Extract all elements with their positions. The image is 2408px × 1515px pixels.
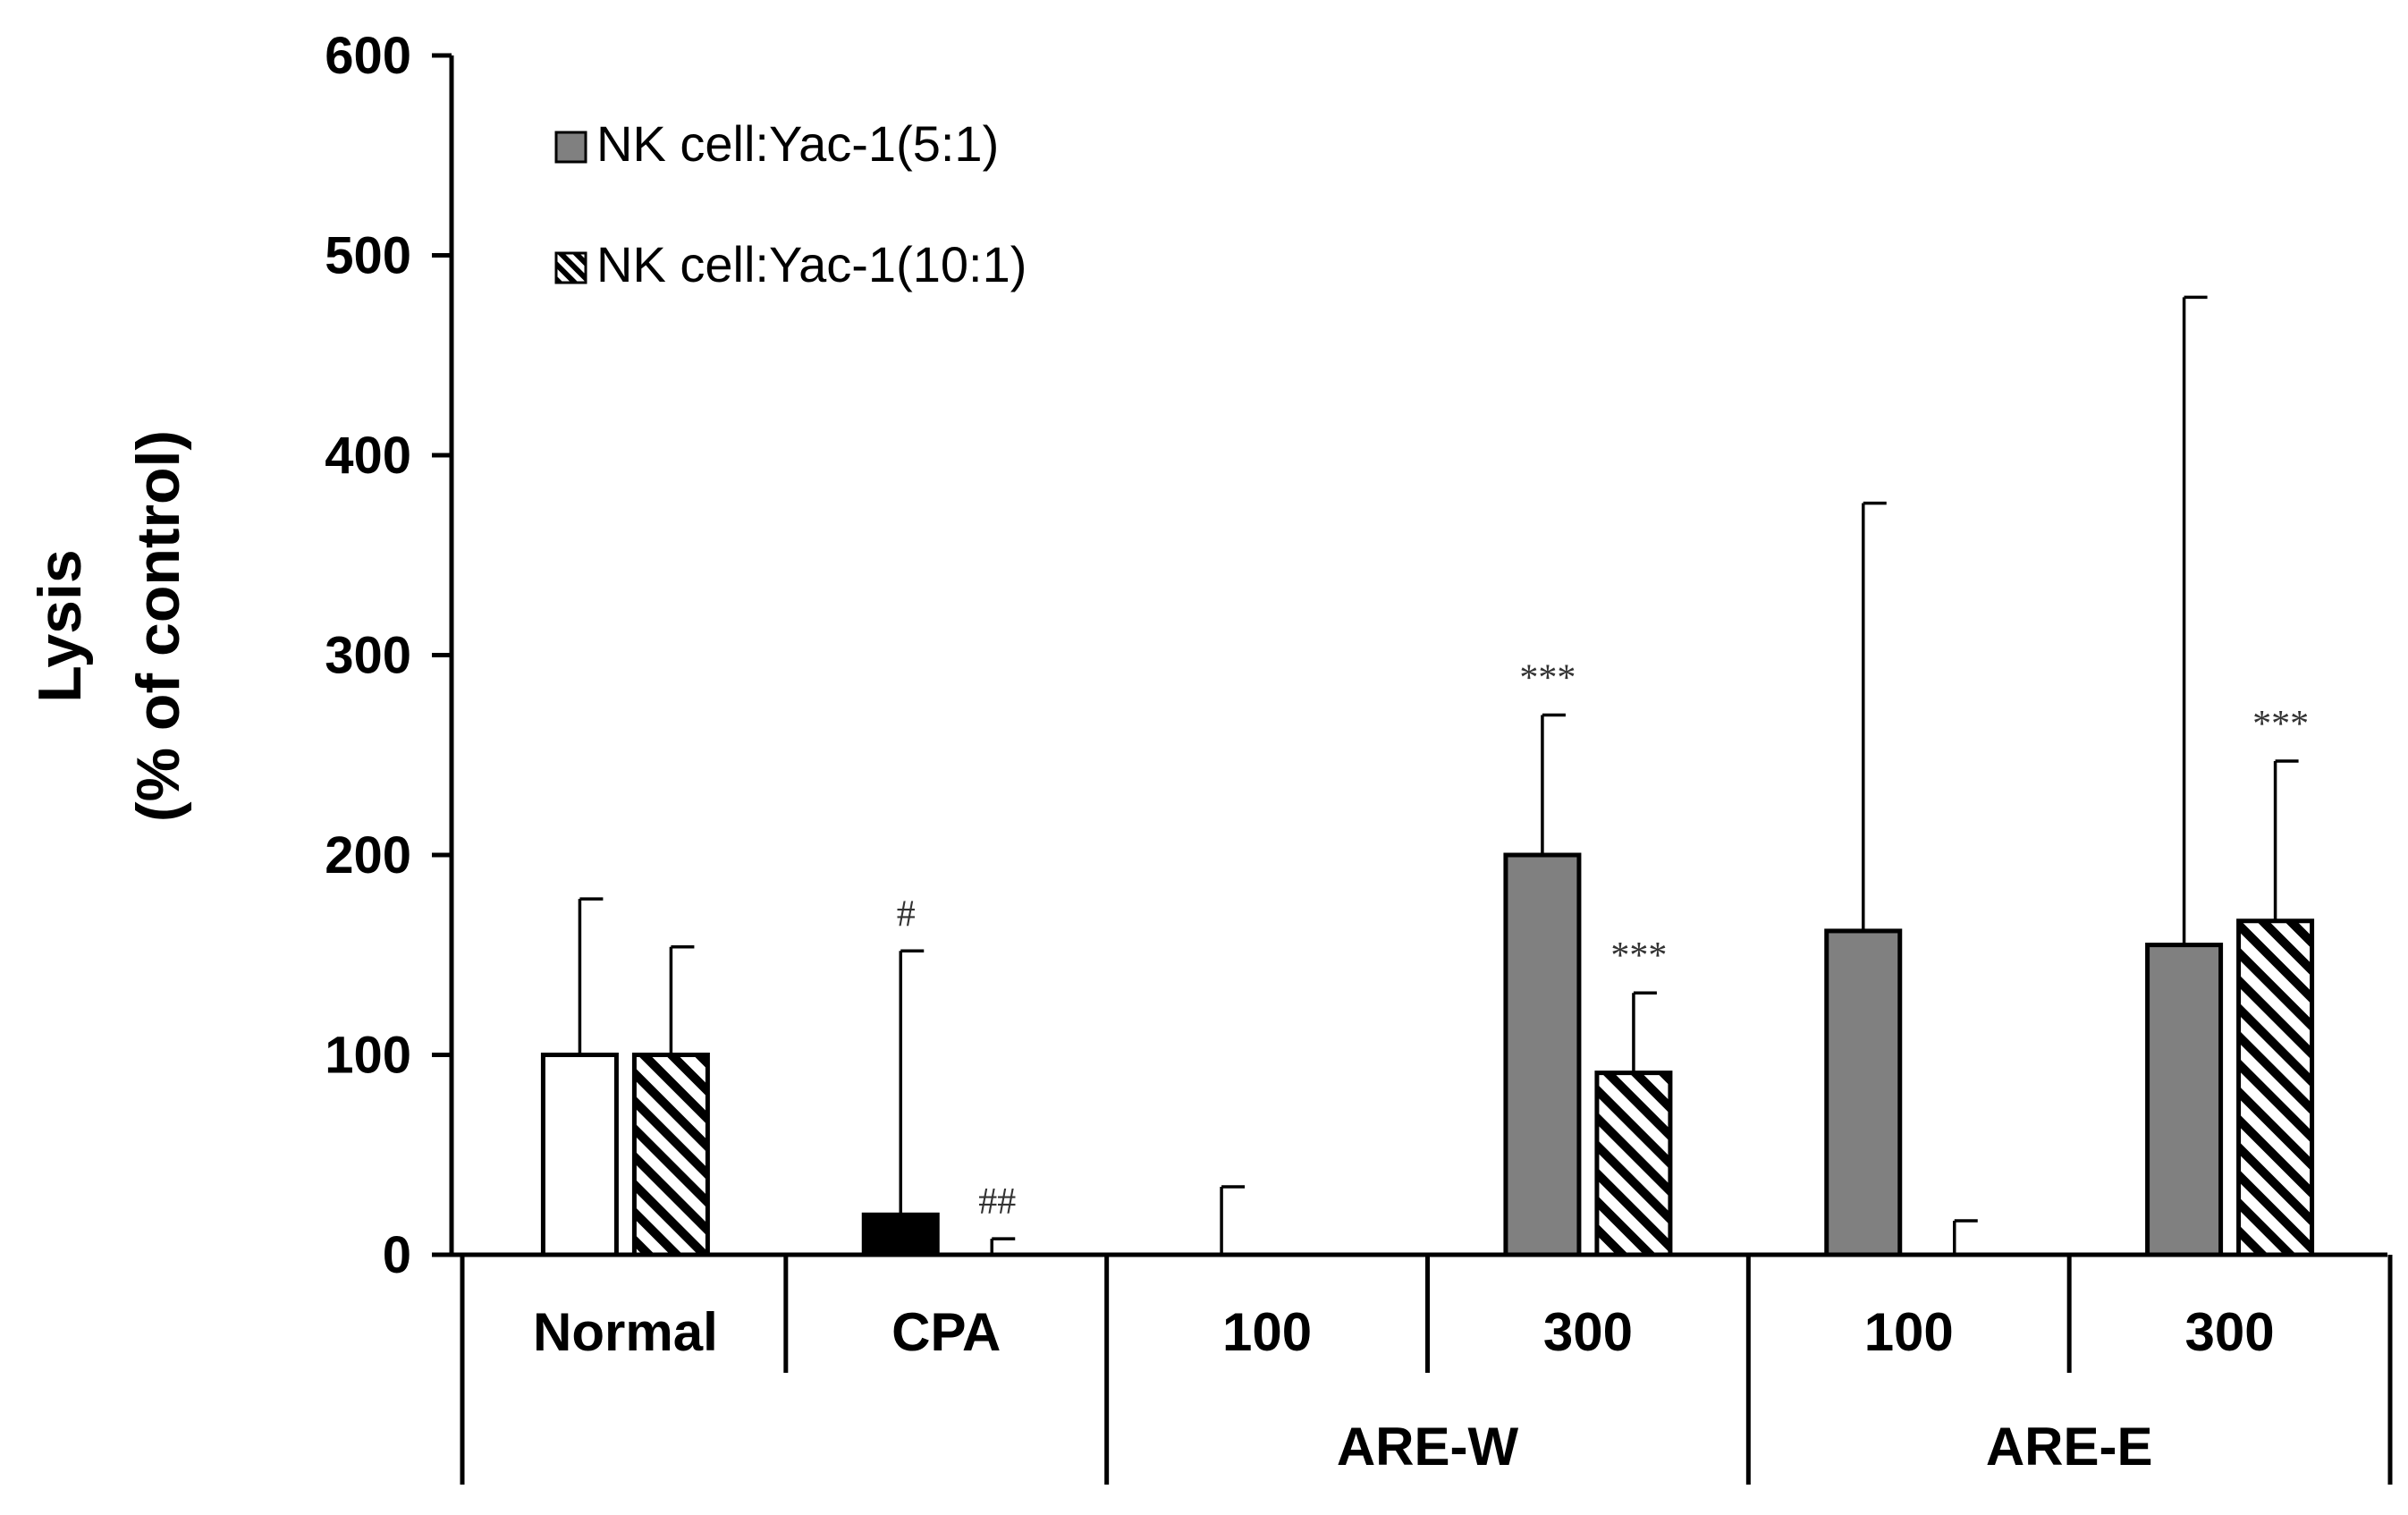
bar [861,1212,940,1257]
significance-mark: *** [1610,935,1667,977]
legend-label: NK cell:Yac-1(5:1) [596,115,999,172]
x-axis-labels: Normal CPA 100 300 100 300 ARE-W ARE-E [533,1302,2275,1477]
x-category-label: 300 [1543,1302,1633,1362]
significance-mark: # [897,893,916,935]
bar [1594,1071,1673,1257]
y-tick-label: 600 [325,27,411,85]
significance-mark: *** [1519,658,1576,699]
bar [2145,943,2224,1257]
y-axis-title-line2: (% of control) [124,430,192,822]
bar [1824,928,1903,1257]
axes: 0 100 200 300 400 500 600 [325,27,2393,1485]
bar [1503,852,1582,1257]
y-tick-label: 300 [325,627,411,685]
legend-label: NK cell:Yac-1(10:1) [596,236,1027,292]
y-tick-label: 100 [325,1027,411,1085]
legend-swatch [554,131,587,164]
y-tick-label: 200 [325,826,411,884]
bar [2236,918,2315,1257]
bar [540,1053,619,1257]
x-group-label: ARE-W [1337,1417,1519,1477]
significance-mark: ## [978,1181,1016,1223]
error-bars [578,295,2299,1255]
x-category-label: CPA [891,1302,1001,1362]
legend: NK cell:Yac-1(5:1) NK cell:Yac-1(10:1) [554,115,1027,292]
bar [631,1053,710,1257]
y-tick-label: 400 [325,427,411,485]
significance-mark: *** [2252,704,2309,745]
x-category-label: 100 [1222,1302,1312,1362]
x-category-label: 300 [2185,1302,2275,1362]
bars [540,852,2315,1257]
significance-marks: # *** ## *** *** [897,658,2309,1223]
y-axis-title-line1: Lysis [26,549,94,702]
x-category-label: 100 [1864,1302,1954,1362]
y-tick-label: 0 [383,1226,411,1284]
y-tick-label: 500 [325,227,411,285]
x-group-label: ARE-E [1986,1417,2153,1477]
legend-swatch [554,251,587,284]
x-category-label: Normal [533,1302,718,1362]
